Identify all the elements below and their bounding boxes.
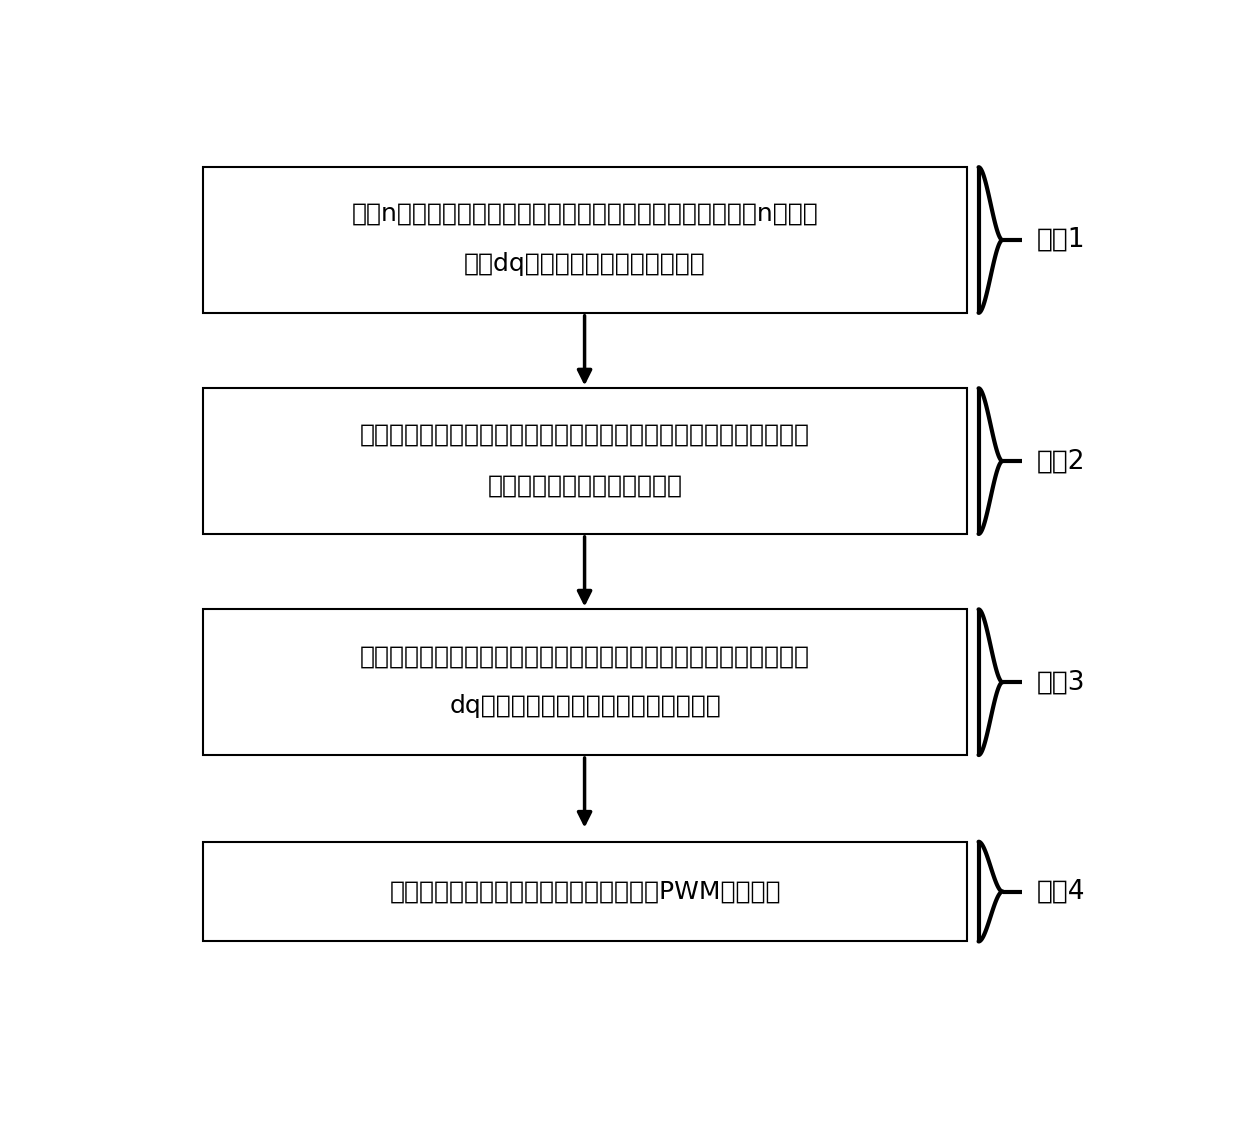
Text: 步骤3: 步骤3 bbox=[1037, 669, 1085, 695]
Bar bbox=[203, 609, 967, 756]
Bar bbox=[203, 167, 967, 313]
Text: 获取双馈风力发电机转子电流五次谐波和七次谐波分量的参考指令、: 获取双馈风力发电机转子电流五次谐波和七次谐波分量的参考指令、 bbox=[360, 644, 810, 668]
Text: 构建n次谐波旋转坐标系下的双馈风力发电机数学模型，获取n次谐波: 构建n次谐波旋转坐标系下的双馈风力发电机数学模型，获取n次谐波 bbox=[352, 202, 818, 226]
Text: 经过调制生成双馈风力发电机侧变流器的PWM控制信号: 经过调制生成双馈风力发电机侧变流器的PWM控制信号 bbox=[389, 879, 781, 903]
Bar bbox=[203, 388, 967, 534]
Text: dq坐标系下的电压分量和转子调制电压: dq坐标系下的电压分量和转子调制电压 bbox=[449, 695, 720, 718]
Text: 步骤4: 步骤4 bbox=[1037, 878, 1085, 904]
Text: 步骤2: 步骤2 bbox=[1037, 448, 1085, 474]
Text: 转子dq坐标系下的电压控制补偿项: 转子dq坐标系下的电压控制补偿项 bbox=[464, 252, 706, 276]
Bar bbox=[203, 842, 967, 941]
Text: 步骤1: 步骤1 bbox=[1037, 227, 1085, 253]
Text: 电机机侧变流器的矢量控制中: 电机机侧变流器的矢量控制中 bbox=[487, 473, 682, 498]
Text: 分别将五次谐波和七次谐波电流控制环节的决策变量引入双馈风力发: 分别将五次谐波和七次谐波电流控制环节的决策变量引入双馈风力发 bbox=[360, 423, 810, 447]
